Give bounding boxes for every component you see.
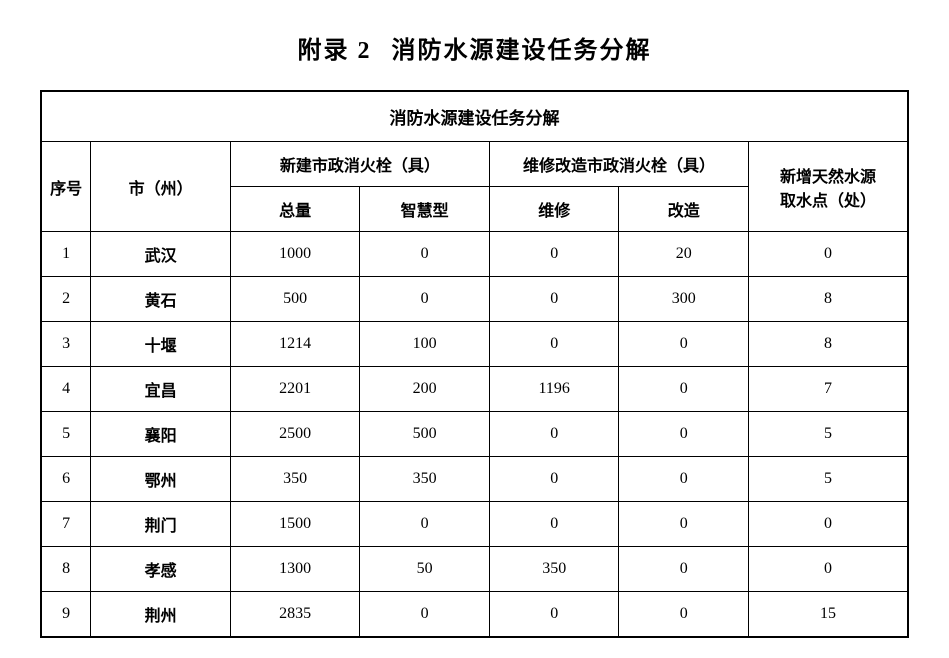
cell-repair: 350 (489, 547, 619, 592)
table-row: 7荆门15000000 (41, 502, 908, 547)
cell-reform: 0 (619, 502, 749, 547)
cell-total: 2835 (230, 592, 360, 638)
cell-smart: 0 (360, 277, 490, 322)
cell-reform: 20 (619, 232, 749, 277)
table-row: 2黄石500003008 (41, 277, 908, 322)
cell-seq: 3 (41, 322, 91, 367)
cell-city: 孝感 (91, 547, 231, 592)
table-row: 4宜昌2201200119607 (41, 367, 908, 412)
cell-total: 500 (230, 277, 360, 322)
cell-repair: 0 (489, 412, 619, 457)
cell-water: 0 (749, 502, 908, 547)
table-row: 9荆州283500015 (41, 592, 908, 638)
cell-water: 7 (749, 367, 908, 412)
cell-smart: 100 (360, 322, 490, 367)
cell-city: 宜昌 (91, 367, 231, 412)
cell-city: 荆州 (91, 592, 231, 638)
table-row: 8孝感13005035000 (41, 547, 908, 592)
cell-smart: 50 (360, 547, 490, 592)
header-new-group: 新建市政消火栓（具） (230, 142, 489, 187)
cell-total: 1500 (230, 502, 360, 547)
cell-seq: 2 (41, 277, 91, 322)
cell-repair: 0 (489, 592, 619, 638)
title-prefix: 附录 2 (298, 38, 372, 64)
cell-reform: 0 (619, 457, 749, 502)
cell-water: 8 (749, 277, 908, 322)
cell-reform: 0 (619, 547, 749, 592)
cell-repair: 0 (489, 322, 619, 367)
cell-repair: 1196 (489, 367, 619, 412)
cell-total: 350 (230, 457, 360, 502)
header-reform: 改造 (619, 187, 749, 232)
cell-seq: 9 (41, 592, 91, 638)
cell-total: 2201 (230, 367, 360, 412)
cell-total: 1000 (230, 232, 360, 277)
page-title: 附录 2 消防水源建设任务分解 (40, 30, 909, 65)
header-repair: 维修 (489, 187, 619, 232)
cell-reform: 300 (619, 277, 749, 322)
table-row: 6鄂州350350005 (41, 457, 908, 502)
table-row: 1武汉100000200 (41, 232, 908, 277)
cell-city: 武汉 (91, 232, 231, 277)
task-table: 消防水源建设任务分解 序号 市（州） 新建市政消火栓（具） 维修改造市政消火栓（… (40, 90, 909, 638)
cell-repair: 0 (489, 457, 619, 502)
cell-seq: 8 (41, 547, 91, 592)
cell-smart: 0 (360, 502, 490, 547)
cell-water: 5 (749, 412, 908, 457)
cell-reform: 0 (619, 592, 749, 638)
cell-smart: 200 (360, 367, 490, 412)
cell-city: 襄阳 (91, 412, 231, 457)
header-city: 市（州） (91, 142, 231, 232)
cell-smart: 350 (360, 457, 490, 502)
cell-water: 0 (749, 232, 908, 277)
cell-total: 1300 (230, 547, 360, 592)
cell-city: 十堰 (91, 322, 231, 367)
header-seq: 序号 (41, 142, 91, 232)
table-caption: 消防水源建设任务分解 (41, 91, 908, 142)
header-repair-group: 维修改造市政消火栓（具） (489, 142, 748, 187)
cell-city: 鄂州 (91, 457, 231, 502)
cell-repair: 0 (489, 502, 619, 547)
table-row: 5襄阳2500500005 (41, 412, 908, 457)
cell-seq: 1 (41, 232, 91, 277)
header-natural-water: 新增天然水源取水点（处） (749, 142, 908, 232)
cell-seq: 4 (41, 367, 91, 412)
header-total: 总量 (230, 187, 360, 232)
title-main: 消防水源建设任务分解 (392, 38, 652, 64)
cell-water: 5 (749, 457, 908, 502)
cell-water: 8 (749, 322, 908, 367)
header-smart: 智慧型 (360, 187, 490, 232)
cell-seq: 7 (41, 502, 91, 547)
cell-city: 荆门 (91, 502, 231, 547)
cell-smart: 500 (360, 412, 490, 457)
cell-smart: 0 (360, 232, 490, 277)
cell-reform: 0 (619, 322, 749, 367)
cell-city: 黄石 (91, 277, 231, 322)
cell-total: 1214 (230, 322, 360, 367)
cell-seq: 6 (41, 457, 91, 502)
table-row: 3十堰1214100008 (41, 322, 908, 367)
cell-seq: 5 (41, 412, 91, 457)
cell-repair: 0 (489, 277, 619, 322)
cell-water: 15 (749, 592, 908, 638)
cell-total: 2500 (230, 412, 360, 457)
cell-reform: 0 (619, 367, 749, 412)
cell-reform: 0 (619, 412, 749, 457)
cell-smart: 0 (360, 592, 490, 638)
cell-repair: 0 (489, 232, 619, 277)
cell-water: 0 (749, 547, 908, 592)
